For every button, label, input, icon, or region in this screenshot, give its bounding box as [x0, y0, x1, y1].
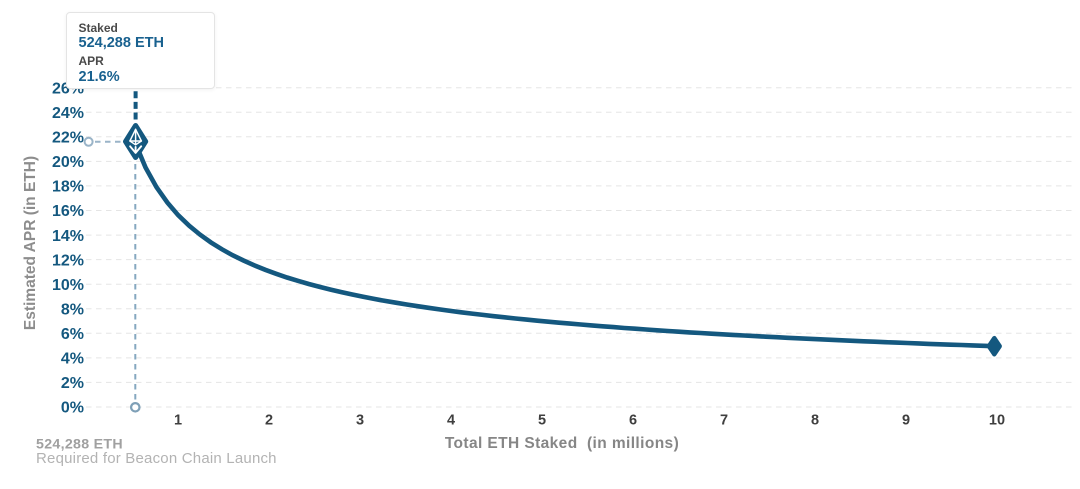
svg-text:20%: 20%	[52, 154, 84, 171]
svg-text:14%: 14%	[52, 228, 84, 245]
svg-text:9: 9	[902, 413, 910, 429]
svg-text:8: 8	[811, 413, 819, 429]
svg-text:4: 4	[447, 413, 455, 429]
svg-text:7: 7	[720, 413, 728, 429]
svg-text:Estimated APR (in ETH): Estimated APR (in ETH)	[22, 156, 39, 330]
svg-text:Required for Beacon Chain Laun: Required for Beacon Chain Launch	[36, 450, 277, 467]
svg-text:2%: 2%	[61, 375, 84, 392]
svg-text:12%: 12%	[52, 252, 84, 269]
svg-text:10%: 10%	[52, 277, 84, 294]
svg-text:10: 10	[989, 413, 1005, 429]
svg-text:5: 5	[538, 413, 546, 429]
svg-text:2: 2	[265, 413, 273, 429]
svg-text:6: 6	[629, 413, 637, 429]
svg-text:1: 1	[174, 413, 182, 429]
svg-text:22%: 22%	[52, 130, 84, 147]
svg-text:8%: 8%	[61, 302, 84, 319]
svg-text:3: 3	[356, 413, 364, 429]
svg-text:24%: 24%	[52, 105, 84, 122]
svg-text:0%: 0%	[61, 400, 84, 417]
svg-text:6%: 6%	[61, 326, 84, 343]
svg-text:524,288 ETH: 524,288 ETH	[36, 436, 123, 452]
svg-text:Total ETH Staked (in millions: Total ETH Staked (in millions)	[445, 435, 679, 452]
svg-text:16%: 16%	[52, 203, 84, 220]
svg-text:4%: 4%	[61, 351, 84, 368]
svg-text:18%: 18%	[52, 179, 84, 196]
